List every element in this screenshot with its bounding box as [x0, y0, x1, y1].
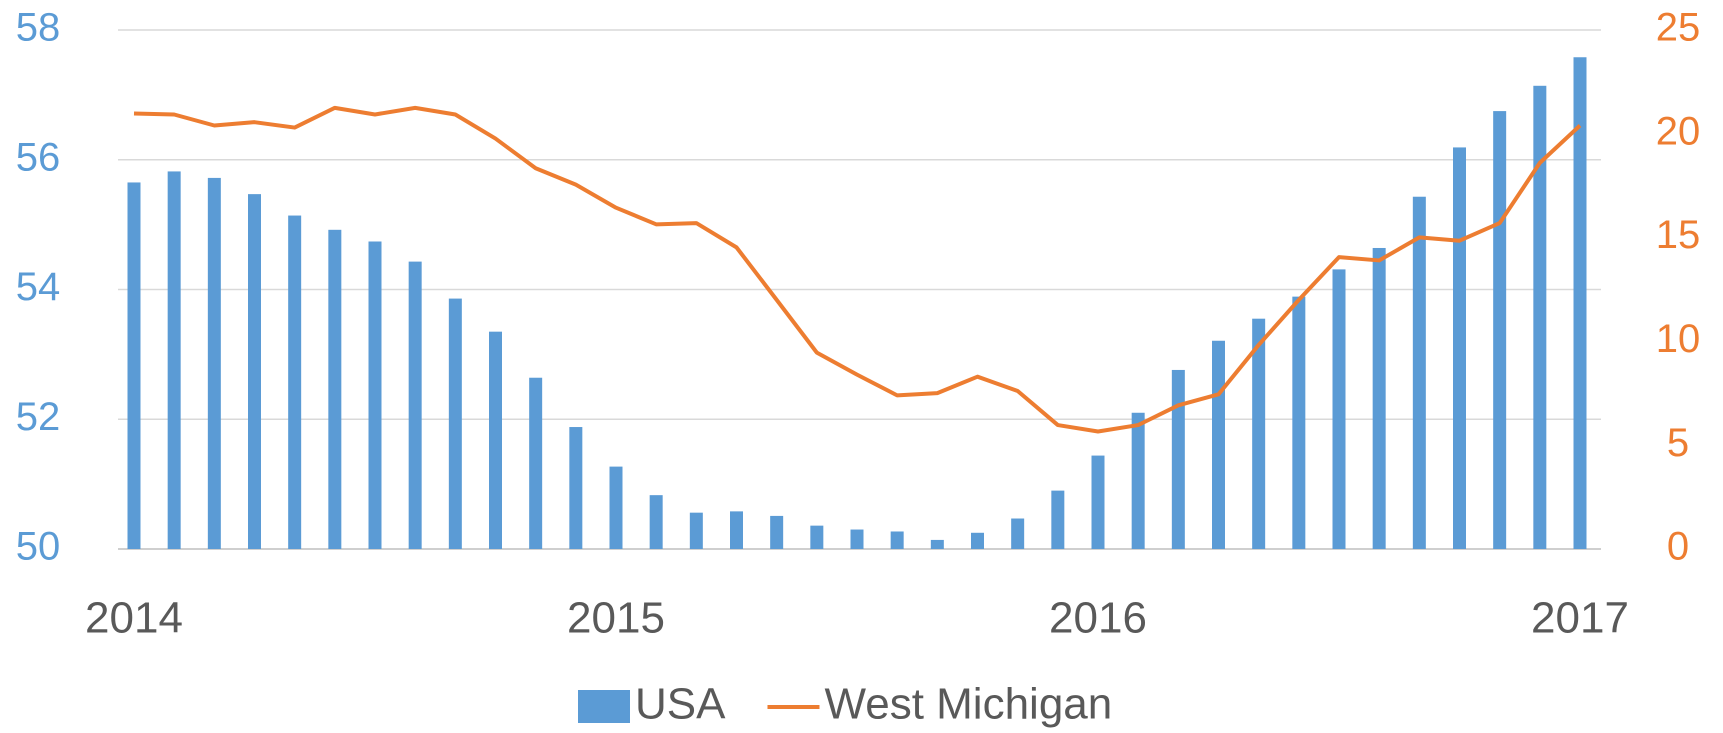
y-tick-label: 56: [16, 135, 61, 179]
y2-tick-label: 20: [1656, 109, 1701, 153]
legend-swatch: [578, 690, 630, 723]
y2-tick-label: 25: [1656, 6, 1701, 50]
y-tick-label: 50: [16, 525, 61, 569]
bar: [1533, 85, 1547, 549]
line: [133, 105, 1582, 434]
bar: [1292, 296, 1306, 549]
y-tick-label: 58: [16, 6, 61, 50]
bar: [1372, 247, 1386, 550]
bar: [1131, 412, 1145, 549]
legend-label: USA: [635, 680, 726, 729]
bar: [288, 215, 302, 550]
y-tick-label: 52: [16, 395, 61, 439]
x-tick-label: 2014: [85, 594, 183, 643]
bar: [529, 377, 543, 549]
bar: [1412, 196, 1426, 549]
bar: [328, 229, 342, 549]
bar: [1493, 111, 1507, 549]
bar: [890, 531, 904, 549]
y2-tick-label: 10: [1656, 317, 1701, 361]
bar: [408, 261, 422, 549]
bar: [1573, 57, 1587, 550]
bar: [930, 539, 944, 549]
bar: [448, 298, 462, 549]
bar: [810, 525, 824, 549]
bar: [971, 532, 984, 549]
bar: [167, 171, 181, 550]
legend-label: West Michigan: [824, 680, 1112, 729]
bar: [1453, 147, 1466, 549]
bar: [1332, 269, 1346, 549]
bar: [609, 466, 623, 549]
y2-tick-label: 0: [1667, 525, 1689, 569]
x-tick-label: 2017: [1531, 594, 1629, 643]
bar: [730, 511, 743, 549]
y-tick-label: 54: [16, 265, 61, 309]
bar: [248, 194, 261, 550]
bar: [850, 529, 864, 549]
bar: [489, 331, 502, 549]
bar: [1091, 455, 1105, 549]
x-tick-label: 2015: [567, 594, 665, 643]
bar: [1051, 490, 1065, 549]
y2-tick-label: 5: [1667, 421, 1689, 465]
bar: [1171, 369, 1185, 549]
bar: [127, 182, 141, 550]
bar: [207, 177, 221, 550]
x-tick-label: 2016: [1049, 594, 1147, 643]
bar: [569, 427, 583, 549]
bar: [1252, 318, 1266, 549]
bar: [1212, 340, 1225, 549]
bar: [770, 515, 784, 549]
bar: [368, 241, 382, 549]
y2-tick-label: 15: [1656, 213, 1701, 257]
bar: [649, 495, 663, 549]
bar: [1011, 518, 1025, 549]
bar: [689, 512, 703, 549]
